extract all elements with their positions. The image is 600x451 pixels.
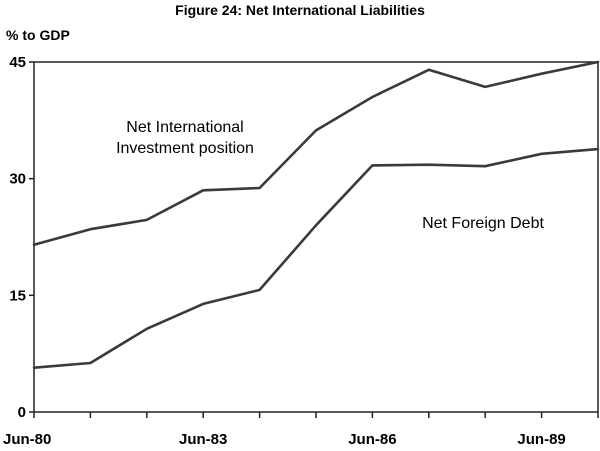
y-tick-label: 45 (9, 54, 26, 71)
series-line-1 (32, 60, 600, 247)
x-tick-label: Jun-83 (179, 431, 227, 448)
x-tick-label: Jun-86 (348, 431, 396, 448)
x-tick-label: Jun-80 (3, 431, 51, 448)
chart-title: Figure 24: Net International Liabilities (175, 2, 425, 18)
y-tick-label: 15 (9, 287, 26, 304)
x-tick-label: Jun-89 (517, 431, 565, 448)
y-tick-label: 0 (18, 404, 26, 421)
series-line-2 (32, 147, 600, 370)
y-axis-label: % to GDP (6, 27, 70, 43)
annotation-niip-line1: Net International (126, 119, 243, 136)
series-layer (32, 60, 600, 370)
annotation-niip-line2: Investment position (116, 140, 254, 157)
y-tick-label: 30 (9, 171, 26, 188)
axes: 0 15 30 45 Jun-80 Jun-83 Jun-86 Jun-89 (3, 54, 599, 448)
annotation-net-foreign-debt: Net Foreign Debt (422, 215, 544, 232)
